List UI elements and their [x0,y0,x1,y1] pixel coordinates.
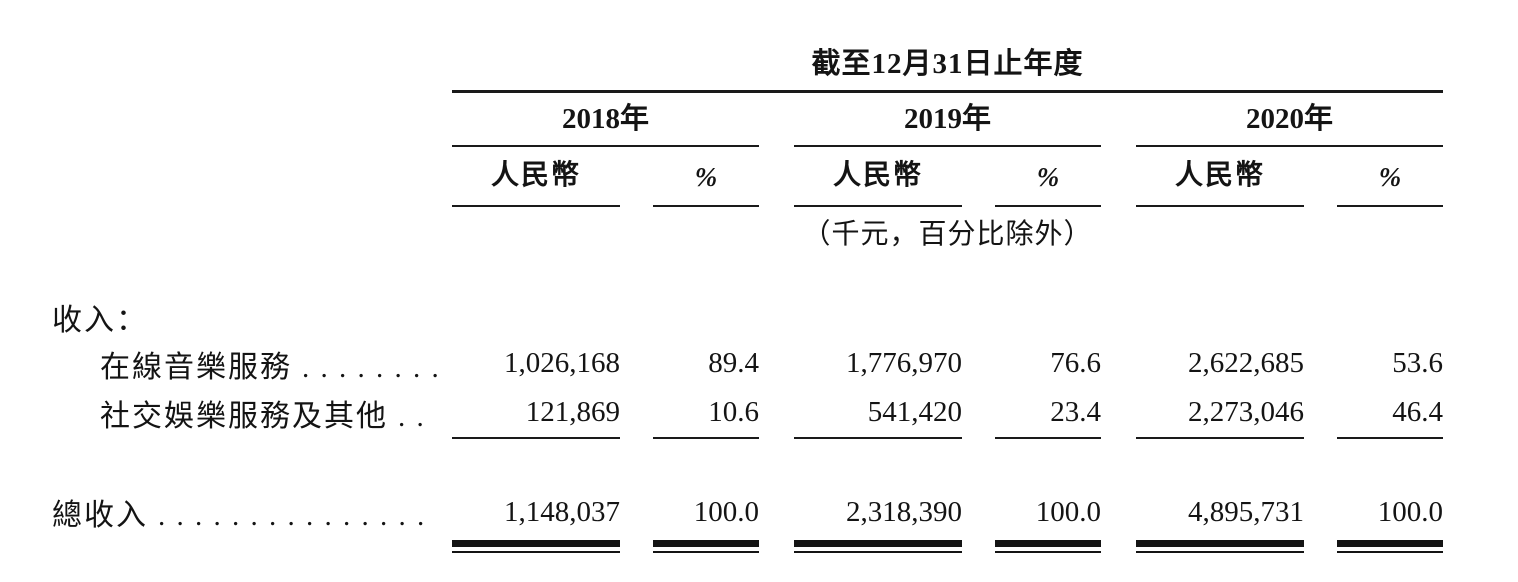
year-group-rule-2020 [1136,145,1443,147]
table-row-social-entertainment: 社交娛樂服務及其他 . . 121,869 10.6 541,420 23.4 … [52,388,1443,437]
total-double-rule-2018-rmb [452,540,620,553]
row-label-total-revenue: 總收入 [52,499,148,532]
cell-2019-rmb-online-music: 1,776,970 [846,347,962,379]
subtotal-rule-2018-pct [653,437,759,439]
year-group-rule-2019 [794,145,1101,147]
year-header-2020: 2020年 [1245,103,1333,135]
total-double-rule-2020-rmb [1136,540,1304,553]
cell-2019-pct-total: 100.0 [1035,495,1101,528]
cell-2018-rmb-total: 1,148,037 [504,495,620,528]
cell-2018-pct-online-music: 89.4 [708,347,759,379]
percent-header-2018: % [694,162,718,192]
column-rule-2018-pct [653,205,759,207]
total-double-rule-2020-pct [1337,540,1443,553]
column-rule-2018-rmb [452,205,620,207]
leader-dots: . . [398,400,426,433]
currency-header-2019: 人民幣 [832,160,923,191]
total-double-rule-2018-pct [653,540,759,553]
cell-2020-rmb-social: 2,273,046 [1188,396,1304,428]
cell-2019-rmb-social: 541,420 [867,396,962,428]
row-label-online-music: 在線音樂服務 [100,350,292,384]
revenue-table: 截至12月31日止年度 2018年 2019年 2020年 人民幣 % 人民幣 … [0,0,1443,553]
cell-2020-rmb-online-music: 2,622,685 [1188,347,1304,379]
percent-header-2019: % [1036,162,1060,192]
column-rule-2019-rmb [794,205,962,207]
leader-dots: . . . . . . . . . . . . . . . [158,500,427,532]
unit-note: （千元，百分比除外） [802,219,1093,250]
cell-2018-pct-social: 10.6 [708,396,759,428]
percent-header-2020: % [1378,162,1402,192]
cell-2019-rmb-total: 2,318,390 [846,495,962,528]
table-row-total-revenue: 總收入 . . . . . . . . . . . . . . . 1,148,… [52,489,1443,535]
cell-2020-pct-online-music: 53.6 [1392,347,1443,379]
subtotal-rule-2020-rmb [1136,437,1304,439]
cell-2020-rmb-total: 4,895,731 [1188,495,1304,528]
table-row-online-music: 在線音樂服務 . . . . . . . . 1,026,168 89.4 1,… [52,339,1443,388]
subtotal-rule-2019-rmb [794,437,962,439]
cell-2019-pct-online-music: 76.6 [1050,347,1101,379]
year-header-2018: 2018年 [561,103,649,135]
currency-header-2018: 人民幣 [490,160,581,191]
cell-2020-pct-total: 100.0 [1377,495,1443,528]
row-label-social-entertainment: 社交娛樂服務及其他 [100,399,388,433]
cell-2019-pct-social: 23.4 [1050,396,1101,428]
column-rule-2019-pct [995,205,1101,207]
column-rule-2020-pct [1337,205,1443,207]
year-group-rule-2018 [452,145,759,147]
period-header: 截至12月31日止年度 [811,48,1084,80]
year-header-2019: 2019年 [903,103,991,135]
section-header-revenue: 收入： [52,304,148,337]
period-header-rule [452,90,1443,93]
cell-2018-rmb-online-music: 1,026,168 [504,347,620,379]
cell-2018-pct-total: 100.0 [693,495,759,528]
column-rule-2020-rmb [1136,205,1304,207]
total-double-rule-2019-pct [995,540,1101,553]
leader-dots: . . . . . . . . [302,351,441,384]
subtotal-rule-2020-pct [1337,437,1443,439]
currency-header-2020: 人民幣 [1174,160,1265,191]
total-double-rule-2019-rmb [794,540,962,553]
subtotal-rule-2019-pct [995,437,1101,439]
subtotal-rule-2018-rmb [452,437,620,439]
cell-2020-pct-social: 46.4 [1392,396,1443,428]
cell-2018-rmb-social: 121,869 [525,396,620,428]
